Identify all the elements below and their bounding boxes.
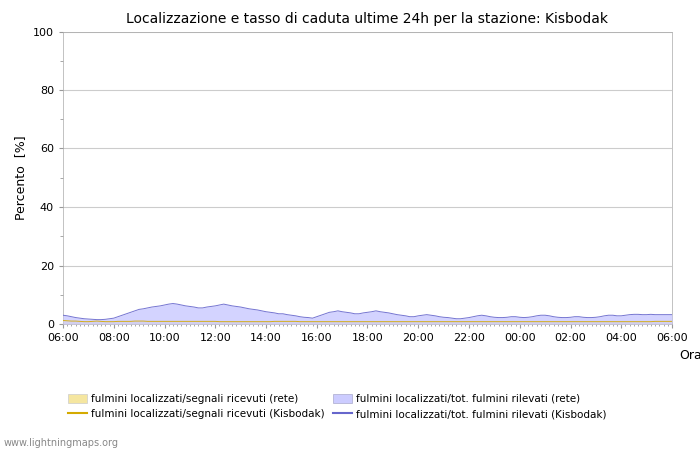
Legend: fulmini localizzati/segnali ricevuti (rete), fulmini localizzati/segnali ricevut: fulmini localizzati/segnali ricevuti (re… — [68, 394, 606, 419]
Text: www.lightningmaps.org: www.lightningmaps.org — [4, 438, 118, 448]
Text: Orario: Orario — [679, 349, 700, 362]
Title: Localizzazione e tasso di caduta ultime 24h per la stazione: Kisbodak: Localizzazione e tasso di caduta ultime … — [127, 12, 608, 26]
Y-axis label: Percento  [%]: Percento [%] — [15, 135, 27, 220]
